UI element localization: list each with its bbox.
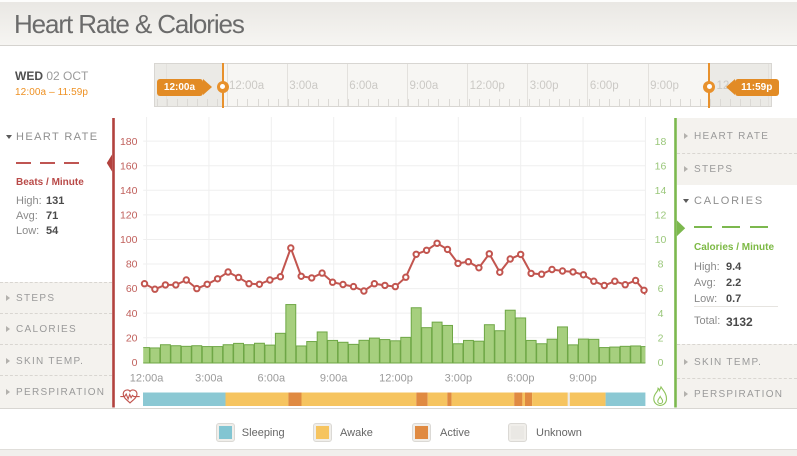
- svg-text:0: 0: [132, 357, 138, 369]
- svg-text:12:00p: 12:00p: [379, 372, 413, 384]
- svg-text:100: 100: [120, 234, 138, 246]
- svg-text:6:00a: 6:00a: [258, 372, 286, 384]
- svg-text:140: 140: [120, 185, 138, 197]
- svg-text:3:00p: 3:00p: [445, 372, 473, 384]
- svg-text:9:00p: 9:00p: [569, 372, 597, 384]
- svg-text:8: 8: [658, 259, 664, 271]
- svg-text:60: 60: [126, 283, 138, 295]
- svg-text:2: 2: [658, 332, 664, 344]
- svg-text:9:00a: 9:00a: [320, 372, 348, 384]
- svg-text:12: 12: [655, 210, 667, 222]
- svg-text:180: 180: [120, 136, 138, 148]
- svg-text:10: 10: [655, 234, 667, 246]
- svg-text:160: 160: [120, 160, 138, 172]
- svg-text:14: 14: [655, 185, 667, 197]
- svg-text:40: 40: [126, 308, 138, 320]
- svg-text:120: 120: [120, 210, 138, 222]
- svg-text:4: 4: [658, 308, 664, 320]
- svg-text:80: 80: [126, 259, 138, 271]
- svg-text:18: 18: [655, 136, 667, 148]
- svg-text:6: 6: [658, 283, 664, 295]
- svg-text:12:00a: 12:00a: [130, 372, 165, 384]
- svg-text:3:00a: 3:00a: [195, 372, 223, 384]
- svg-text:16: 16: [655, 160, 667, 172]
- svg-text:6:00p: 6:00p: [507, 372, 535, 384]
- svg-text:20: 20: [126, 332, 138, 344]
- svg-text:0: 0: [658, 357, 664, 369]
